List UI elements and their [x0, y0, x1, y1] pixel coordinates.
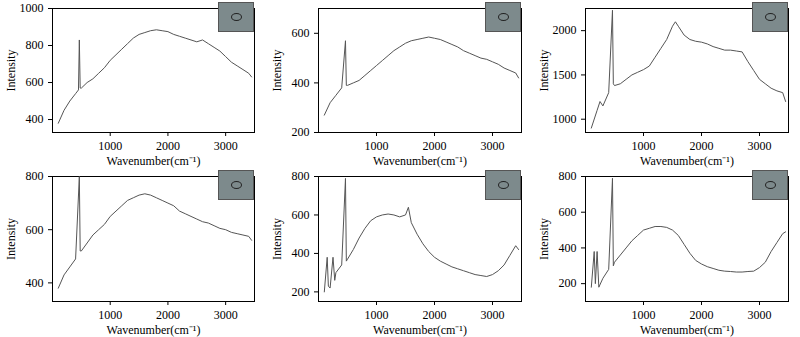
- svg-text:1000: 1000: [365, 308, 389, 322]
- svg-text:600: 600: [26, 75, 44, 89]
- svg-text:2000: 2000: [156, 139, 180, 153]
- svg-text:Intensity: Intensity: [4, 50, 18, 92]
- svg-text:1000: 1000: [632, 139, 656, 153]
- svg-text:Wavenumber(cm⁻¹): Wavenumber(cm⁻¹): [640, 323, 734, 337]
- svg-text:1000: 1000: [98, 308, 122, 322]
- svg-text:1000: 1000: [365, 139, 389, 153]
- svg-text:Wavenumber(cm⁻¹): Wavenumber(cm⁻¹): [640, 154, 734, 168]
- svg-text:1000: 1000: [20, 1, 44, 15]
- svg-text:600: 600: [292, 26, 310, 40]
- svg-text:800: 800: [559, 169, 577, 183]
- svg-text:Intensity: Intensity: [537, 50, 551, 92]
- svg-text:600: 600: [26, 223, 44, 237]
- svg-text:3000: 3000: [748, 308, 772, 322]
- svg-text:400: 400: [26, 112, 44, 126]
- svg-text:200: 200: [292, 285, 310, 299]
- svg-text:3000: 3000: [214, 139, 238, 153]
- svg-text:Intensity: Intensity: [270, 50, 284, 92]
- svg-text:Wavenumber(cm⁻¹): Wavenumber(cm⁻¹): [107, 154, 201, 168]
- svg-text:3000: 3000: [481, 139, 505, 153]
- svg-text:1000: 1000: [632, 308, 656, 322]
- svg-text:Intensity: Intensity: [270, 218, 284, 260]
- svg-text:2000: 2000: [156, 308, 180, 322]
- svg-text:400: 400: [26, 276, 44, 290]
- svg-text:800: 800: [26, 38, 44, 52]
- svg-text:2000: 2000: [553, 23, 577, 37]
- svg-text:2000: 2000: [690, 139, 714, 153]
- svg-text:Intensity: Intensity: [4, 218, 18, 260]
- svg-text:1000: 1000: [98, 139, 122, 153]
- svg-text:2000: 2000: [423, 139, 447, 153]
- svg-text:400: 400: [292, 76, 310, 90]
- svg-text:800: 800: [26, 169, 44, 183]
- svg-text:2000: 2000: [423, 308, 447, 322]
- svg-text:200: 200: [292, 125, 310, 139]
- svg-text:400: 400: [559, 241, 577, 255]
- svg-text:800: 800: [292, 169, 310, 183]
- svg-text:600: 600: [292, 208, 310, 222]
- svg-text:600: 600: [559, 205, 577, 219]
- svg-text:3000: 3000: [481, 308, 505, 322]
- svg-text:3000: 3000: [214, 308, 238, 322]
- svg-text:1000: 1000: [553, 112, 577, 126]
- svg-text:Wavenumber(cm⁻¹): Wavenumber(cm⁻¹): [373, 154, 467, 168]
- svg-text:200: 200: [559, 276, 577, 290]
- svg-text:Intensity: Intensity: [537, 218, 551, 260]
- svg-text:1500: 1500: [553, 68, 577, 82]
- svg-text:400: 400: [292, 246, 310, 260]
- svg-text:Wavenumber(cm⁻¹): Wavenumber(cm⁻¹): [373, 323, 467, 337]
- svg-text:Wavenumber(cm⁻¹): Wavenumber(cm⁻¹): [107, 323, 201, 337]
- svg-text:3000: 3000: [748, 139, 772, 153]
- svg-text:2000: 2000: [690, 308, 714, 322]
